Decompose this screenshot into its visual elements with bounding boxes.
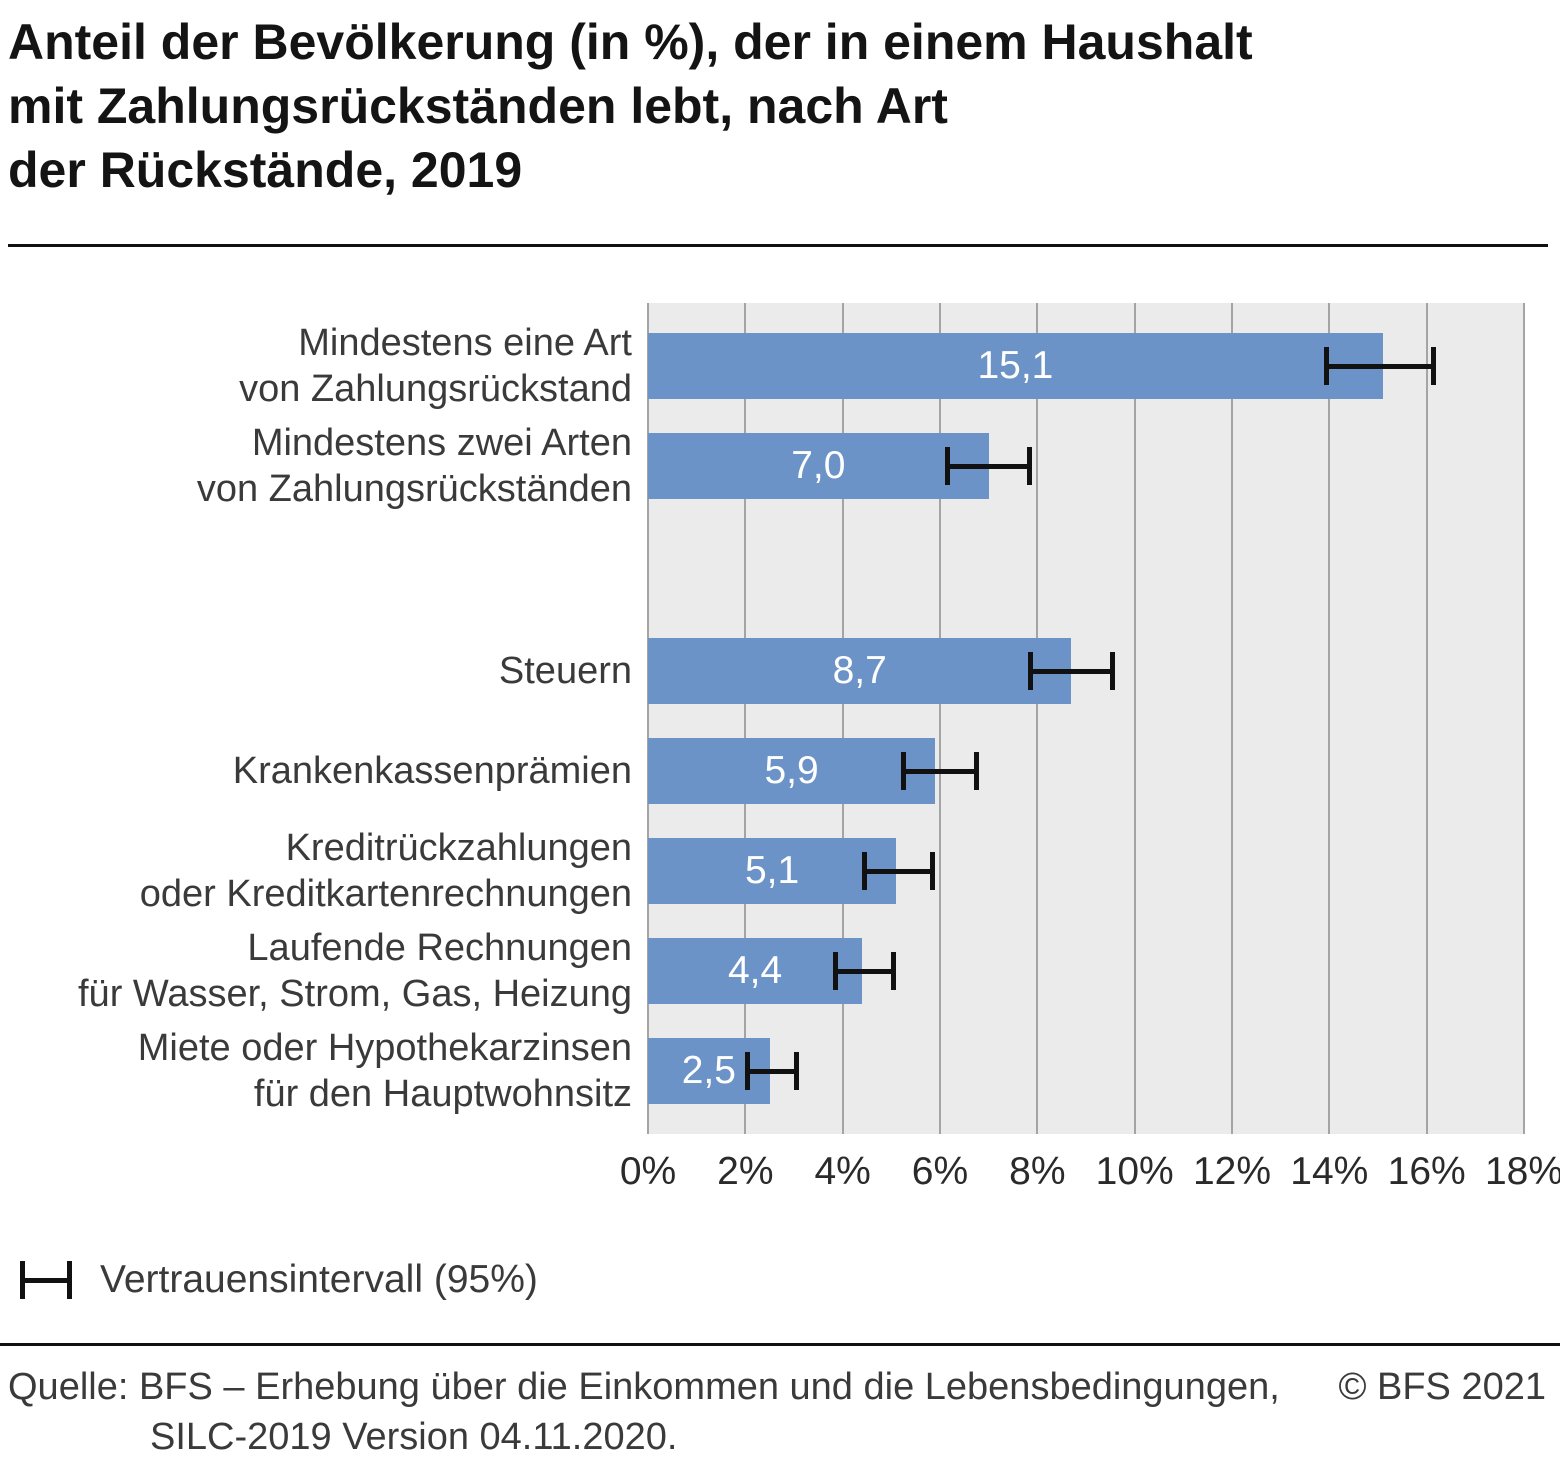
page-title: Anteil der Bevölkerung (in %), der in ei…	[8, 10, 1548, 202]
gridline	[647, 303, 649, 1134]
x-tick-label: 4%	[814, 1150, 871, 1193]
source-note: Quelle: BFS – Erhebung über die Einkomme…	[8, 1362, 1280, 1462]
bar-row: 2,5	[648, 1021, 1524, 1121]
x-tick-label: 2%	[717, 1150, 774, 1193]
category-label-line: Mindestens eine Art	[298, 322, 632, 364]
x-tick-label: 12%	[1192, 1150, 1272, 1193]
category-label: Laufende Rechnungen für Wasser, Strom, Ga…	[10, 921, 632, 1021]
gridline	[744, 303, 747, 1134]
title-line: mit Zahlungsrückständen lebt, nach Art	[8, 78, 948, 134]
bar-row: 4,4	[648, 921, 1524, 1021]
error-bar	[1324, 347, 1437, 385]
gridline	[1133, 303, 1136, 1134]
category-label-line: oder Kreditkartenrechnungen	[139, 873, 632, 915]
error-bar	[1027, 652, 1116, 690]
error-bar	[745, 1052, 799, 1090]
x-tick-label: 16%	[1387, 1150, 1466, 1193]
x-tick-label: 8%	[1009, 1150, 1066, 1193]
error-bar-legend-icon	[20, 1261, 72, 1299]
error-bar	[832, 952, 897, 990]
bar: 5,9	[648, 738, 936, 804]
bar-row: 15,1	[648, 316, 1524, 416]
bar-value-label: 5,9	[764, 749, 819, 792]
plot-column: 15,1 7,0 8,7 5,9 5,1 4,4 2,5 0% 2% 4% 6% 8% 10% 12% 1…	[620, 303, 1560, 1206]
category-label-line: von Zahlungsrückständen	[196, 468, 632, 510]
x-tick-label: 0%	[619, 1150, 677, 1193]
bar-row: 8,7	[648, 621, 1524, 721]
footer-rule	[0, 1343, 1560, 1346]
category-label-line: Krankenkassenprämien	[232, 750, 632, 792]
gridline	[938, 303, 941, 1134]
bar-value-label: 15,1	[977, 344, 1054, 387]
category-label: Kreditrückzahlungen oder Kreditkartenrech…	[10, 821, 632, 921]
category-label: Miete oder Hypothekarzinsen für den Haupt…	[10, 1021, 632, 1121]
plot-wrap: 15,1 7,0 8,7 5,9 5,1 4,4 2,5	[647, 303, 1525, 1134]
category-label-line: Miete oder Hypothekarzinsen	[137, 1027, 632, 1069]
bar-value-label: 5,1	[744, 849, 800, 892]
bar-value-label: 7,0	[791, 444, 846, 487]
title-line: der Rückstände, 2019	[8, 142, 523, 198]
bar: 8,7	[648, 638, 1072, 704]
gridline	[1328, 303, 1331, 1134]
category-label-line: Laufende Rechnungen	[247, 927, 632, 969]
source-line-1: Quelle: BFS – Erhebung über die Einkomme…	[8, 1366, 1280, 1408]
footer: Quelle: BFS – Erhebung über die Einkomme…	[0, 1343, 1560, 1476]
x-axis: 0% 2% 4% 6% 8% 10% 12% 14% 16% 18%	[620, 1134, 1560, 1206]
gridline	[841, 303, 844, 1134]
error-bar	[862, 852, 936, 890]
x-tick-label: 6%	[911, 1150, 969, 1193]
bar-value-label: 4,4	[727, 949, 783, 992]
chart-area: Mindestens eine Art von Zahlungsrückstand…	[10, 303, 1560, 1206]
gridline	[1523, 303, 1525, 1134]
bar-value-label: 8,7	[832, 649, 887, 692]
title-line: Anteil der Bevölkerung (in %), der in ei…	[8, 14, 1253, 70]
labels-column: Mindestens eine Art von Zahlungsrückstand…	[10, 303, 648, 1206]
x-tick-label: 10%	[1095, 1150, 1174, 1193]
legend: Vertrauensintervall (95%)	[20, 1258, 1524, 1302]
bar-row: 7,0	[648, 416, 1524, 516]
bar: 5,1	[648, 838, 897, 904]
title-rule	[8, 244, 1548, 247]
category-label-line: für Wasser, Strom, Gas, Heizung	[78, 973, 632, 1015]
x-tick-label: 18%	[1484, 1150, 1560, 1193]
x-tick-label: 14%	[1290, 1150, 1369, 1193]
footer-content: Quelle: BFS – Erhebung über die Einkomme…	[0, 1346, 1560, 1476]
category-label-line: Kreditrückzahlungen	[285, 827, 632, 869]
legend-label: Vertrauensintervall (95%)	[100, 1258, 538, 1301]
error-bar	[944, 447, 1033, 485]
bar-row: 5,9	[648, 721, 1524, 821]
category-label-line: Mindestens zwei Arten	[251, 422, 632, 464]
error-bar	[901, 752, 979, 790]
copyright: © BFS 2021	[1338, 1366, 1546, 1408]
bar: 4,4	[648, 938, 863, 1004]
category-label: Krankenkassenprämien	[10, 721, 632, 821]
category-label-line: für den Hauptwohnsitz	[253, 1073, 632, 1115]
source-line-2: SILC-2019 Version 04.11.2020.	[150, 1416, 678, 1458]
category-label: Steuern	[10, 621, 632, 721]
gridline	[1036, 303, 1039, 1134]
gridline	[1425, 303, 1428, 1134]
bar: 7,0	[648, 433, 989, 499]
bar-row: 5,1	[648, 821, 1524, 921]
category-label-line: von Zahlungsrückstand	[239, 368, 632, 410]
category-label-line: Steuern	[498, 650, 632, 692]
category-label: Mindestens eine Art von Zahlungsrückstand	[10, 316, 632, 416]
chart: Mindestens eine Art von Zahlungsrückstand…	[0, 303, 1560, 1302]
header: Anteil der Bevölkerung (in %), der in ei…	[0, 0, 1560, 247]
gridline	[1230, 303, 1233, 1134]
bar-value-label: 2,5	[681, 1049, 736, 1092]
category-label: Mindestens zwei Arten von Zahlungsrückstä…	[10, 416, 632, 516]
bar-rows: 15,1 7,0 8,7 5,9 5,1 4,4 2,5	[648, 303, 1524, 1134]
bar: 15,1	[648, 333, 1383, 399]
